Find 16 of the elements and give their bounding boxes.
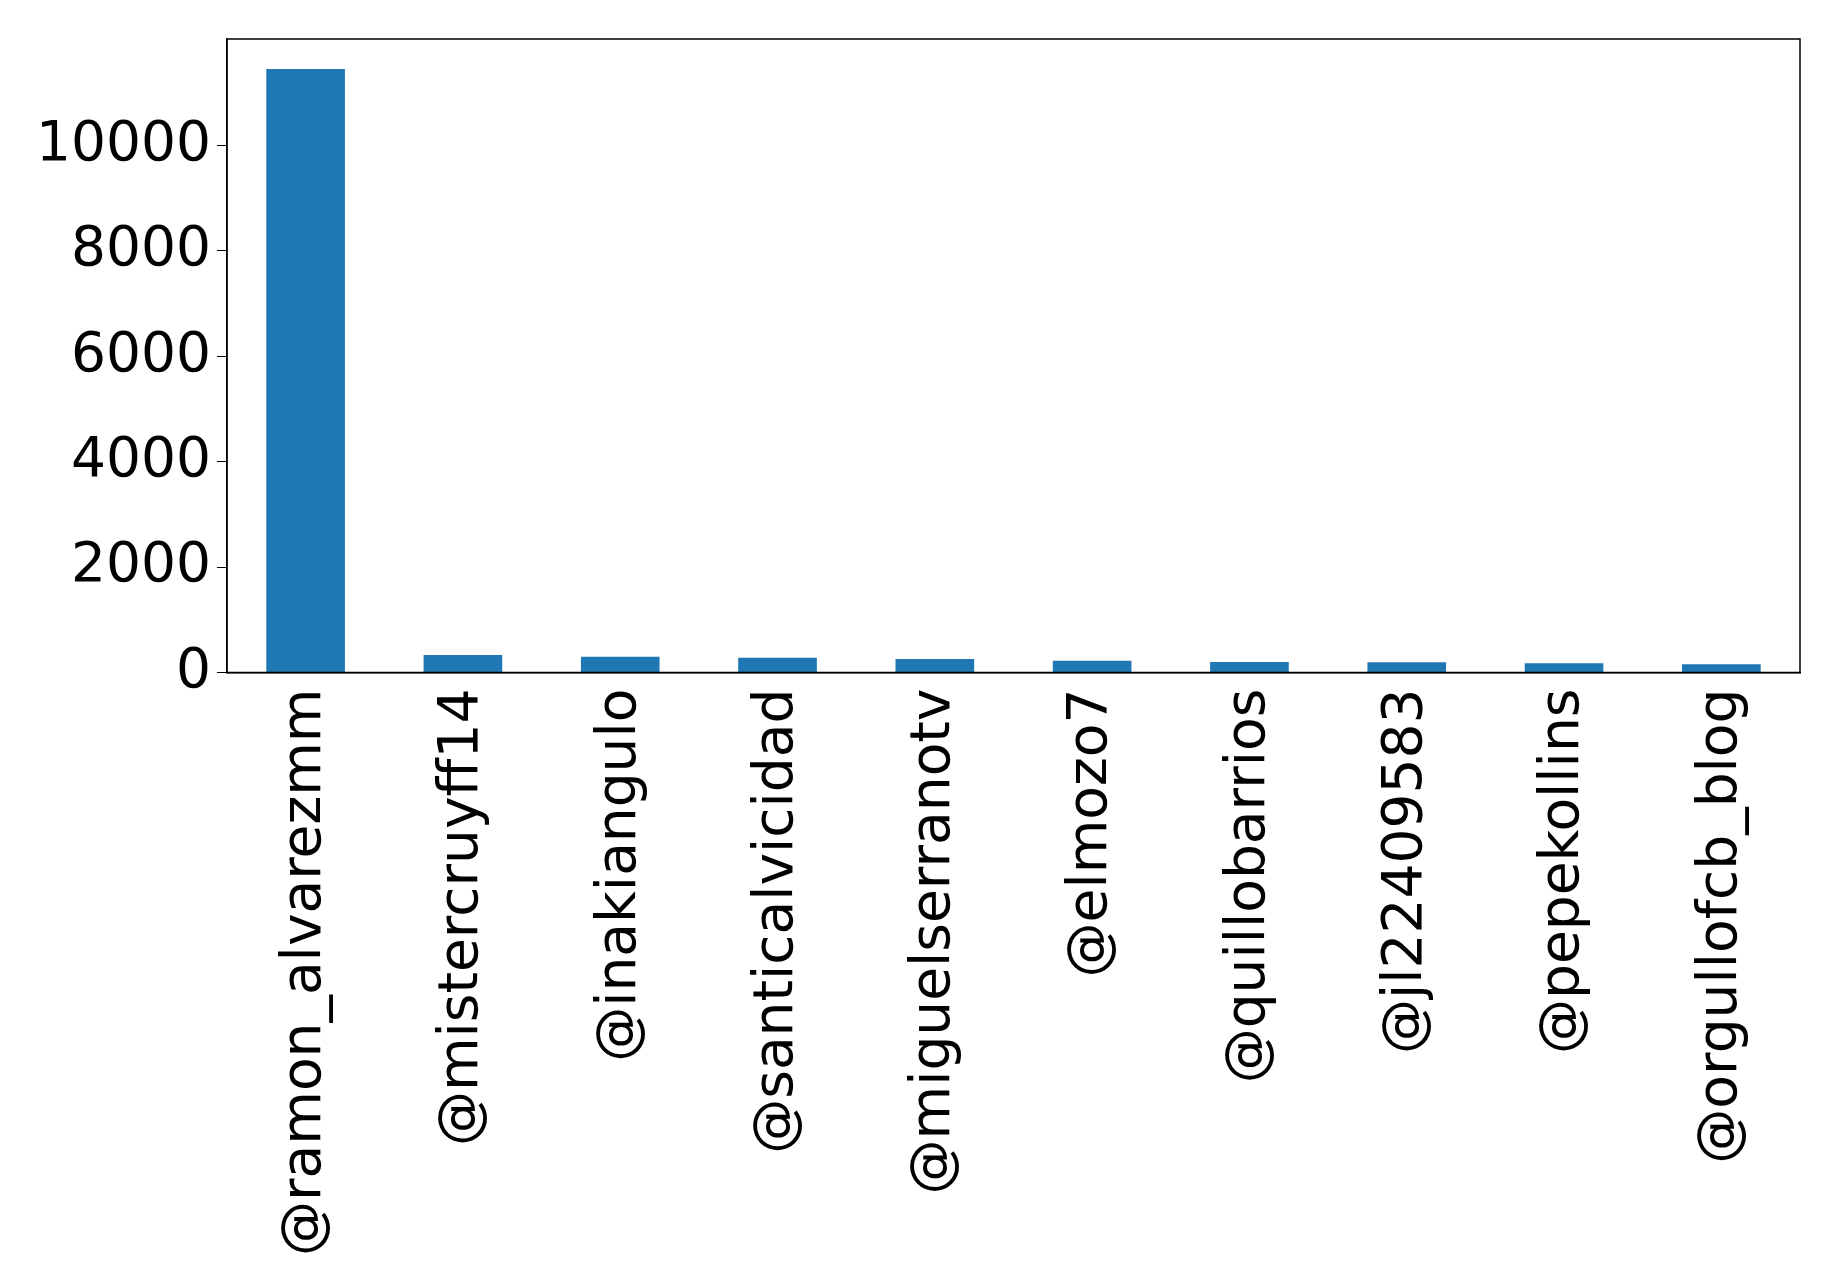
y-tick-label: 0 [175,635,211,700]
y-tick-label: 8000 [70,214,211,279]
x-tick-label: @orgullofcb_blog [1684,688,1749,1164]
x-tick-label: @miguelserranotv [898,688,963,1195]
x-tick-label: @inakiangulo [583,688,648,1062]
y-tick-label: 4000 [70,425,211,490]
x-tick-label: @jl22409583 [1370,688,1435,1055]
x-tick-label: @elmozo7 [1055,688,1120,978]
y-tick-label: 10000 [35,108,211,173]
x-tick-label: @ramon_alvarezmm [268,688,333,1256]
y-tick-label: 6000 [70,319,211,384]
y-tick-label: 2000 [70,530,211,595]
x-tick-label: @quillobarrios [1212,688,1277,1084]
x-tick-label: @mistercruyff14 [426,688,491,1147]
x-tick-label: @santicalvicidad [740,688,805,1154]
x-tick-label: @pepekollins [1527,688,1592,1054]
